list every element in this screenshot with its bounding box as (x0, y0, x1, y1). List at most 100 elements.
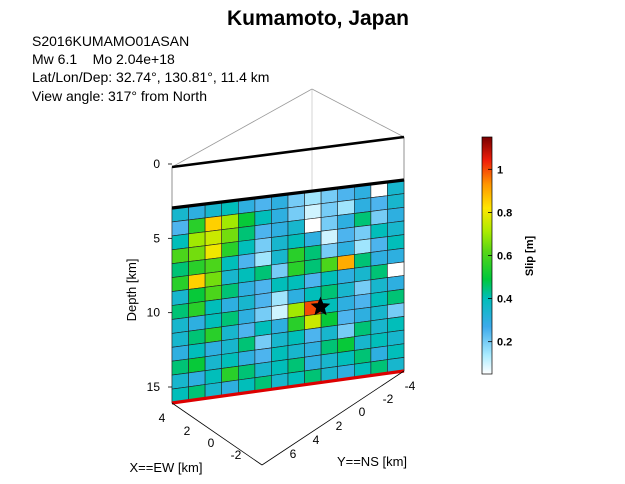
slip-patch (387, 329, 405, 347)
slip-patch (304, 217, 322, 234)
slip-patch (221, 310, 239, 328)
slip-patch (370, 277, 388, 294)
slip-patch (171, 303, 189, 320)
slip-patch (171, 233, 189, 251)
top-edge (171, 178, 405, 210)
depth-tick-label: 10 (147, 306, 161, 320)
magnitude-line: Mw 6.1 Mo 2.04e+18 (32, 51, 175, 67)
slip-patch (387, 343, 405, 360)
slip-patch (204, 270, 222, 288)
ew-tick-label: 4 (159, 411, 166, 425)
slip-patch (254, 223, 272, 240)
view-angle-line: View angle: 317° from North (32, 88, 207, 104)
slip-patch (370, 249, 388, 267)
slip-patch (188, 356, 206, 374)
ns-tick-label: 4 (313, 433, 320, 447)
slip-patch (238, 294, 256, 312)
slip-patch (204, 340, 222, 358)
colorbar-tick-label: 0.4 (497, 294, 513, 306)
depth-tick-label: 15 (147, 380, 161, 394)
slip-patch (287, 301, 305, 319)
slip-patch (320, 228, 339, 246)
slip-patch (353, 265, 372, 283)
slip-patch (287, 274, 305, 291)
slip-patch (320, 242, 339, 260)
slip-patch (370, 208, 388, 226)
bottom-edge (171, 369, 405, 405)
slip-patch (271, 359, 289, 376)
slip-patch (204, 354, 222, 372)
slip-patch (370, 331, 388, 349)
slip-patch (370, 345, 388, 363)
colorbar-tick-label: 1 (497, 164, 503, 176)
slip-patch (337, 240, 355, 257)
slip-patch (171, 275, 189, 292)
fault-edges (171, 178, 405, 405)
slip-patch (271, 303, 289, 321)
slip-patch (320, 201, 339, 218)
slip-patch (320, 256, 339, 273)
slip-patch (370, 304, 388, 322)
slip-patch (370, 318, 388, 335)
ns-tick-label: -4 (405, 379, 416, 393)
slip-patch (320, 283, 339, 301)
slip-patch (387, 302, 405, 319)
chart-title: Kumamoto, Japan (227, 7, 409, 30)
slip-patch (337, 336, 355, 354)
slip-patch (204, 326, 222, 344)
slip-patch (287, 329, 305, 346)
slip-patch (188, 370, 206, 388)
slip-patch (188, 217, 206, 235)
slip-patch (221, 213, 239, 231)
slip-patch (221, 241, 239, 258)
slip-patch (204, 298, 222, 316)
slip-patch (387, 206, 405, 224)
slip-patch (254, 319, 272, 337)
ew-tick-label: 2 (184, 424, 191, 438)
slip-patch (188, 286, 206, 304)
slip-patch (353, 279, 372, 296)
slip-patch (188, 300, 206, 318)
slip-patch (204, 257, 222, 274)
slip-patch (353, 306, 372, 324)
ns-tick-label: 2 (336, 419, 343, 433)
slip-patch (337, 322, 355, 340)
depth-axis: 0 5 10 15 (147, 157, 172, 394)
slip-patch (370, 290, 388, 308)
slip-patch (287, 246, 305, 264)
slip-patch (221, 282, 239, 300)
slip-patch (254, 306, 272, 323)
slip-patch (387, 247, 405, 265)
slip-patch (221, 338, 239, 355)
slip-patch (353, 197, 372, 214)
slip-patch (221, 227, 239, 244)
slip-patch (171, 316, 189, 334)
hypocenter-star-icon (310, 296, 331, 316)
ew-axis: 4 2 0 -2 (159, 402, 263, 466)
slip-patch (188, 273, 206, 290)
colorbar-tick-label: 0.2 (497, 337, 512, 349)
slip-patch (204, 243, 222, 260)
slip-patch (304, 285, 322, 303)
slip-patch (254, 209, 272, 227)
slip-patch (171, 372, 189, 390)
slip-patch (370, 236, 388, 253)
slip-patch (337, 226, 355, 244)
slip-patch (271, 207, 289, 224)
colorbar-ticks: 0.2 0.4 0.6 0.8 1 (488, 164, 513, 349)
slip-patch (304, 327, 322, 344)
ew-axis-label: X==EW [km] (130, 460, 203, 475)
slip-patch (287, 232, 305, 250)
ns-axis: 6 4 2 0 -2 -4 (261, 370, 416, 466)
slip-patch (287, 343, 305, 360)
slip-patch (337, 254, 355, 271)
slip-patch (171, 261, 189, 278)
slip-patch (304, 340, 322, 358)
slip-patch (221, 351, 239, 369)
slip-patch (271, 331, 289, 349)
slip-patch (221, 324, 239, 342)
colorbar-tick-label: 0.8 (497, 207, 512, 219)
slip-patch (204, 229, 222, 247)
colorbar-label: Slip [m] (524, 236, 536, 277)
slip-patch (353, 320, 372, 338)
